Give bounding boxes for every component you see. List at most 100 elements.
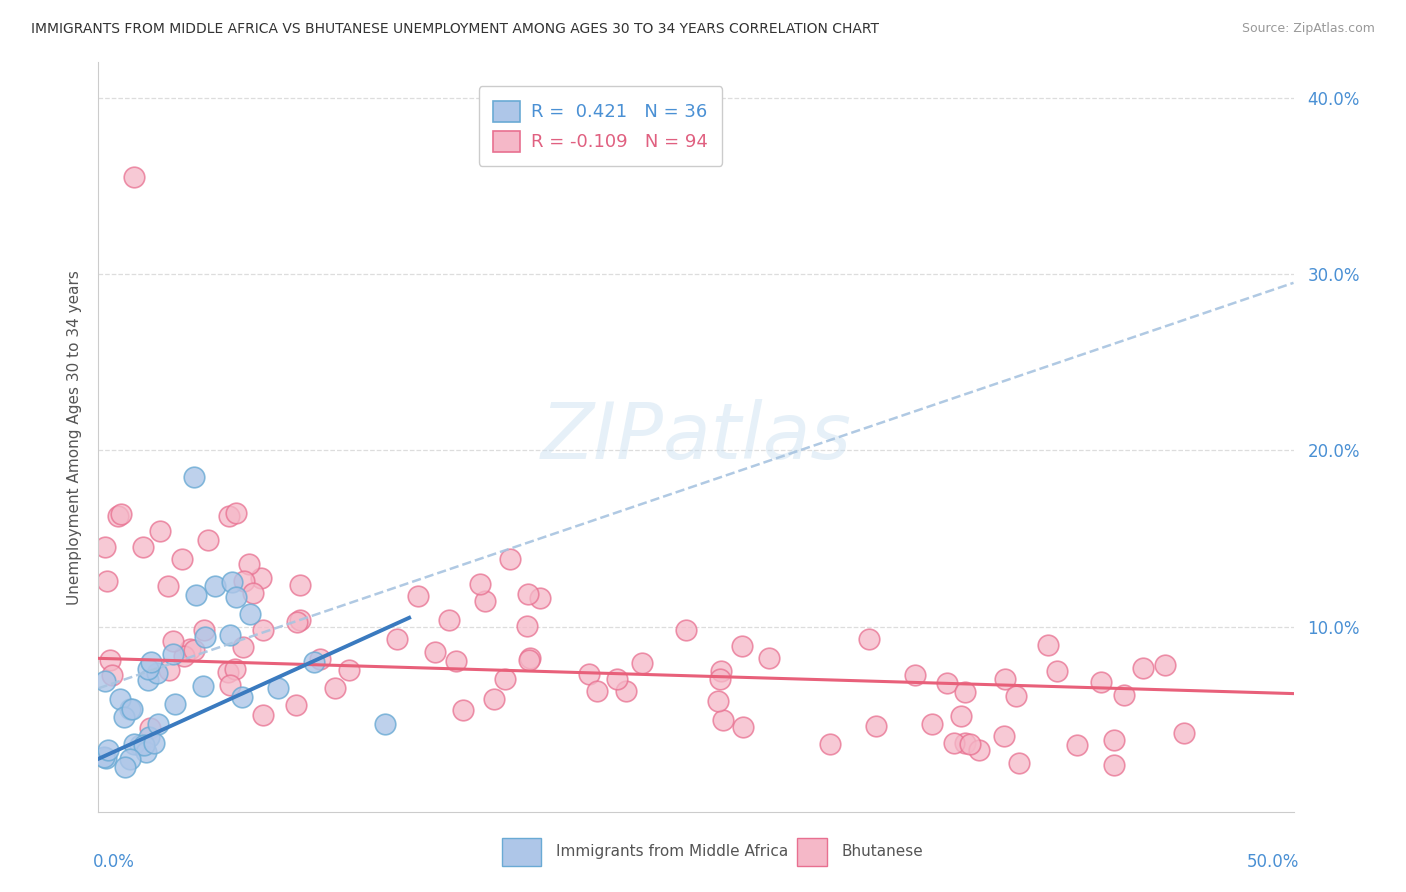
Point — [218, 678, 240, 692]
Point — [943, 736, 966, 750]
Point — [131, 540, 153, 554]
Point — [156, 579, 179, 593]
Point — [145, 665, 167, 680]
Point — [709, 672, 731, 686]
Point — [631, 656, 654, 670]
Point — [606, 673, 628, 687]
Point — [183, 643, 205, 657]
Point — [225, 506, 247, 520]
Point — [186, 588, 208, 602]
Point — [285, 615, 308, 630]
Point — [1005, 689, 1028, 703]
Point — [1132, 661, 1154, 675]
Point — [967, 742, 990, 756]
Y-axis label: Unemployment Among Ages 30 to 34 years: Unemployment Among Ages 30 to 34 years — [66, 269, 82, 605]
Point — [374, 716, 396, 731]
Point — [733, 720, 755, 734]
Point — [232, 640, 254, 654]
Text: Bhutanese: Bhutanese — [841, 845, 924, 859]
Point — [337, 663, 360, 677]
Point — [309, 651, 332, 665]
Point — [239, 607, 262, 621]
Point — [865, 719, 887, 733]
Point — [710, 664, 733, 678]
Point — [385, 632, 408, 646]
Point — [1046, 665, 1069, 679]
Point — [114, 760, 136, 774]
Point — [139, 655, 162, 669]
Point — [758, 651, 780, 665]
Point — [284, 698, 307, 712]
Point — [1104, 758, 1126, 772]
Point — [406, 590, 429, 604]
Point — [949, 709, 972, 723]
Point — [614, 684, 637, 698]
Point — [959, 737, 981, 751]
Point — [252, 708, 274, 723]
Point — [288, 578, 311, 592]
Point — [107, 509, 129, 524]
Point — [451, 703, 474, 717]
Point — [143, 736, 166, 750]
Point — [96, 574, 118, 588]
Point — [157, 664, 180, 678]
Point — [921, 717, 943, 731]
Point — [731, 640, 754, 654]
Point — [252, 623, 274, 637]
Text: ZIPatlas: ZIPatlas — [540, 399, 852, 475]
Point — [138, 721, 160, 735]
Point — [225, 590, 247, 604]
Point — [233, 574, 256, 588]
Point — [1153, 657, 1175, 672]
Point — [170, 552, 193, 566]
Point — [250, 571, 273, 585]
Point — [423, 644, 446, 658]
Point — [110, 507, 132, 521]
Point — [586, 684, 609, 698]
Point — [120, 752, 142, 766]
Point — [134, 746, 156, 760]
FancyBboxPatch shape — [797, 838, 827, 866]
Point — [529, 591, 551, 606]
Point — [238, 557, 260, 571]
Point — [706, 694, 728, 708]
Point — [935, 675, 957, 690]
Point — [193, 623, 215, 637]
Point — [217, 665, 239, 679]
Point — [953, 685, 976, 699]
Point — [94, 674, 117, 689]
Point — [444, 654, 467, 668]
Point — [162, 633, 184, 648]
Point — [519, 651, 541, 665]
Point — [93, 750, 115, 764]
Point — [163, 697, 186, 711]
Point — [121, 702, 143, 716]
Point — [288, 614, 311, 628]
FancyBboxPatch shape — [502, 838, 541, 866]
Point — [136, 673, 159, 687]
Point — [100, 668, 122, 682]
Point — [146, 717, 169, 731]
Point — [224, 662, 246, 676]
Point — [818, 737, 841, 751]
Point — [711, 713, 734, 727]
Point — [439, 613, 461, 627]
Point — [517, 587, 540, 601]
Text: 50.0%: 50.0% — [1247, 853, 1299, 871]
Point — [193, 630, 215, 644]
Point — [183, 469, 205, 483]
Point — [242, 586, 264, 600]
Point — [136, 662, 159, 676]
Point — [474, 594, 496, 608]
Point — [197, 533, 219, 547]
Point — [302, 655, 325, 669]
Point — [904, 668, 927, 682]
Point — [204, 579, 226, 593]
Point — [494, 672, 516, 686]
Point — [482, 692, 505, 706]
Point — [323, 681, 346, 696]
Point — [218, 508, 240, 523]
Point — [179, 641, 201, 656]
Point — [112, 710, 135, 724]
Point — [1090, 675, 1112, 690]
